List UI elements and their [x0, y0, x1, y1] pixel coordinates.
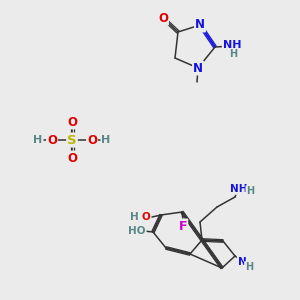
Text: O: O [67, 116, 77, 128]
Text: N: N [195, 19, 205, 32]
Text: O: O [87, 134, 97, 146]
Text: S: S [67, 134, 77, 146]
Text: NH: NH [223, 40, 241, 50]
Text: N: N [238, 257, 246, 267]
Text: H: H [245, 262, 253, 272]
Text: F: F [179, 220, 187, 232]
Text: H: H [101, 135, 111, 145]
Text: HO: HO [128, 226, 146, 236]
Text: O: O [67, 152, 77, 164]
Text: H: H [229, 49, 237, 59]
Text: H: H [130, 212, 139, 222]
Text: H: H [33, 135, 43, 145]
Text: N: N [193, 61, 203, 74]
Text: NH: NH [230, 184, 248, 194]
Text: O: O [142, 212, 150, 222]
Text: H: H [246, 186, 254, 196]
Text: O: O [47, 134, 57, 146]
Text: O: O [158, 11, 168, 25]
